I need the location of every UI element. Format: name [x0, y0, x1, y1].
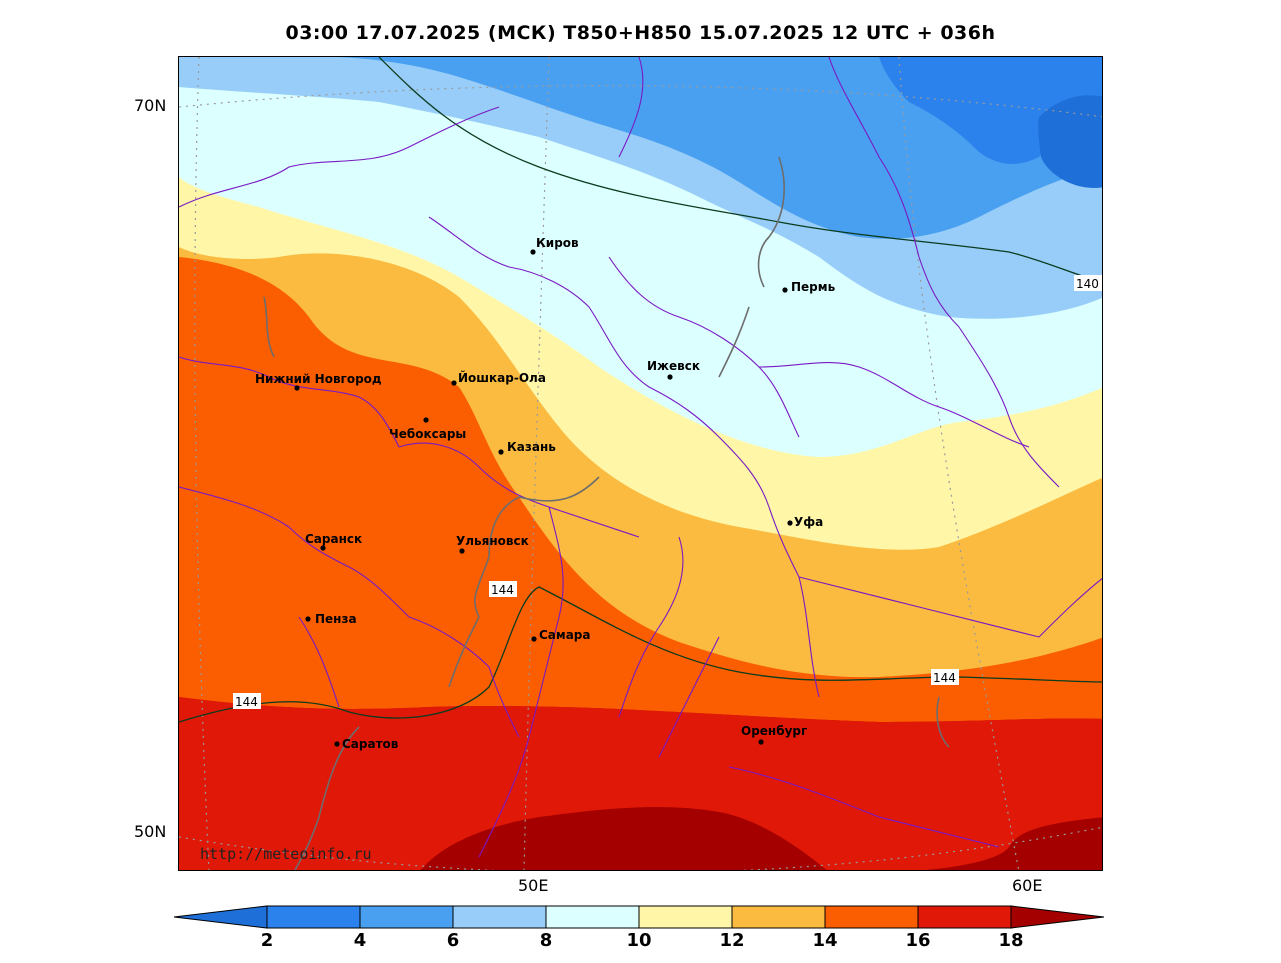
- city-dot: [787, 520, 793, 526]
- city-label: Оренбург: [741, 724, 807, 738]
- lat-label-50n: 50N: [134, 822, 167, 841]
- lon-label-50e: 50E: [518, 876, 549, 895]
- chart-title: 03:00 17.07.2025 (МСК) T850+H850 15.07.2…: [285, 22, 996, 44]
- lat-label-70n: 70N: [134, 96, 167, 115]
- colorbar-segment: [824, 905, 919, 929]
- city-label: Саранск: [305, 532, 362, 546]
- colorbar-tick-label: 18: [998, 930, 1024, 951]
- city-dot: [530, 249, 536, 255]
- colorbar: [173, 905, 1105, 929]
- colorbar-segment: [917, 905, 1012, 929]
- watermark-url: http://meteoinfo.ru: [200, 845, 372, 863]
- colorbar-segment: [638, 905, 733, 929]
- city-markers: Киров Пермь Нижний Новгород Йошкар-Ола И…: [255, 236, 836, 751]
- city-label: Нижний Новгород: [255, 372, 382, 386]
- city-label: Киров: [536, 236, 579, 250]
- colorbar-tick-label: 10: [626, 930, 652, 951]
- city-dot: [294, 385, 300, 391]
- city-label: Уфа: [794, 515, 823, 529]
- city-dot: [320, 545, 326, 551]
- colorbar-tick-label: 16: [905, 930, 931, 951]
- city-dot: [423, 417, 429, 423]
- colorbar-segment: [359, 905, 454, 929]
- colorbar-tick-label: 4: [353, 930, 367, 951]
- colorbar-segment: [545, 905, 640, 929]
- city-label: Ижевск: [647, 359, 700, 373]
- colorbar-segment: [266, 905, 361, 929]
- lon-label-60e: 60E: [1012, 876, 1043, 895]
- city-dot: [459, 548, 465, 554]
- city-label: Саратов: [342, 737, 399, 751]
- colorbar-tick-label: 14: [812, 930, 838, 951]
- colorbar-tick-label: 12: [719, 930, 745, 951]
- temperature-map: 140 144 144 144 Киров Пермь Нижний Новго…: [178, 56, 1103, 871]
- city-dot: [531, 636, 537, 642]
- city-dot: [667, 374, 673, 380]
- city-dot: [451, 380, 457, 386]
- city-dot: [782, 287, 788, 293]
- city-dot: [758, 739, 764, 745]
- colorbar-tick-label: 8: [539, 930, 553, 951]
- city-label: Пермь: [791, 280, 836, 294]
- contour-label: 144: [933, 671, 956, 685]
- contour-label: 144: [235, 695, 258, 709]
- colorbar-low-extension: [173, 905, 268, 929]
- city-label: Йошкар-Ола: [458, 370, 546, 385]
- city-label: Казань: [507, 440, 556, 454]
- contour-label: 140: [1076, 277, 1099, 291]
- city-dot: [498, 449, 504, 455]
- colorbar-high-extension: [1010, 905, 1105, 929]
- city-dot: [305, 616, 311, 622]
- colorbar-tick-label: 2: [260, 930, 274, 951]
- colorbar-segment: [452, 905, 547, 929]
- colorbar-tick-label: 6: [446, 930, 460, 951]
- colorbar-tick-labels: 2 4 6 8 10 12 14 16 18: [0, 930, 1281, 960]
- city-label: Пенза: [315, 612, 357, 626]
- contour-label: 144: [491, 583, 514, 597]
- city-label: Ульяновск: [456, 534, 529, 548]
- city-label: Чебоксары: [389, 427, 466, 441]
- colorbar-segment: [731, 905, 826, 929]
- city-label: Самара: [539, 628, 591, 642]
- city-dot: [334, 741, 340, 747]
